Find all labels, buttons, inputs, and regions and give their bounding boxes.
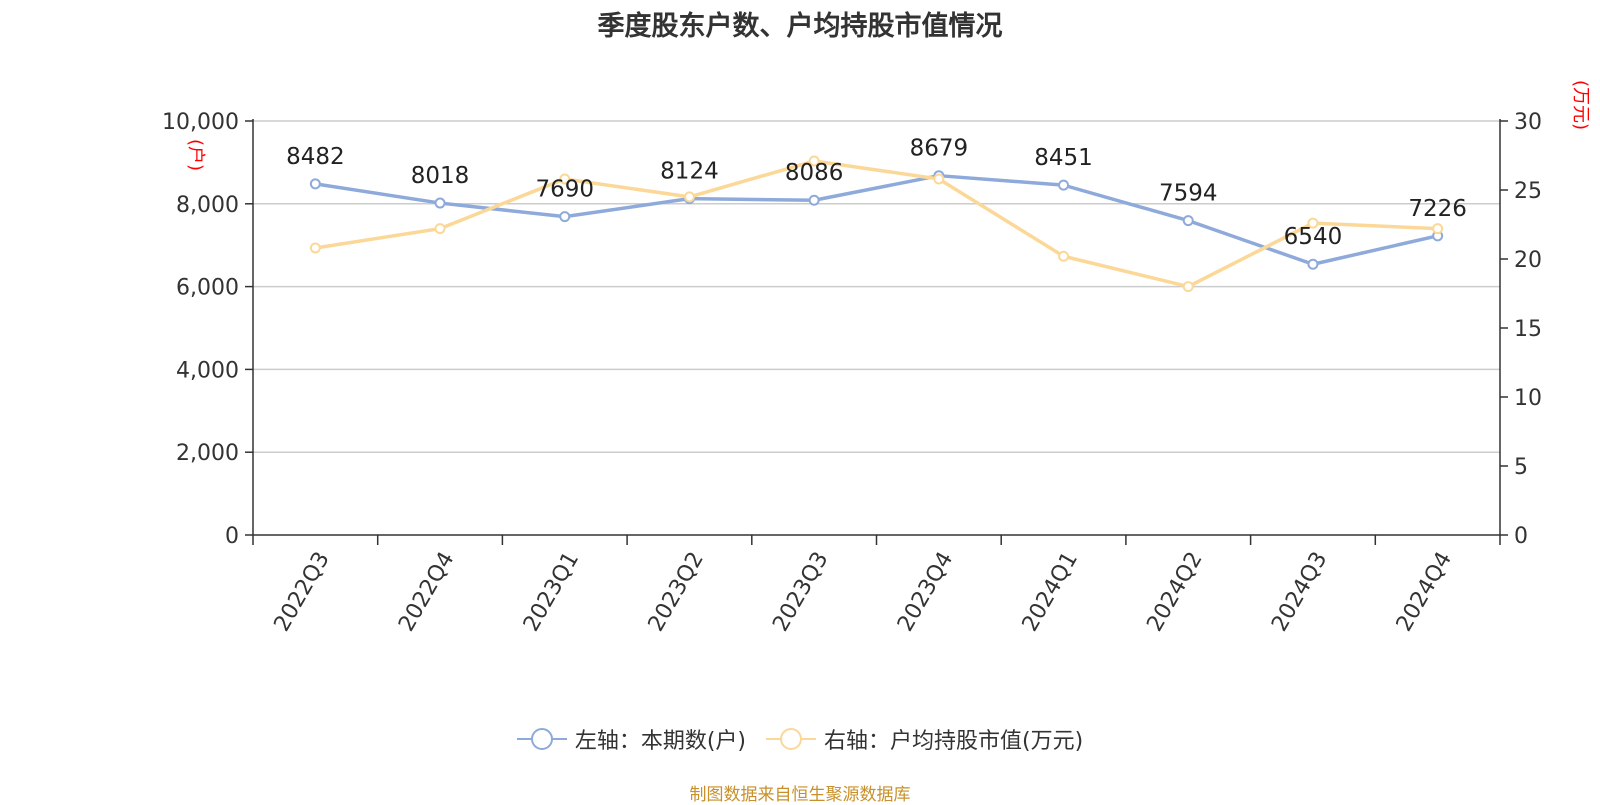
x-tick-label: 2024Q3 [1267, 548, 1332, 636]
chart-title: 季度股东户数、户均持股市值情况 [597, 11, 1003, 42]
data-label: 8679 [910, 136, 969, 162]
x-tick-label: 2023Q2 [644, 548, 709, 636]
legend-label-right-series: 右轴：户均持股市值(万元) [824, 729, 1084, 754]
legend-item-left-series[interactable]: 左轴：本期数(户) [516, 723, 746, 755]
x-tick-label: 2022Q3 [270, 548, 335, 636]
y-left-tick-label: 0 [225, 524, 239, 549]
x-tick-label: 2023Q4 [893, 548, 958, 636]
legend: 左轴：本期数(户) 右轴：户均持股市值(万元) [0, 722, 1600, 756]
series-line-right [315, 159, 1438, 289]
data-labels: 8482 8018 7690 8124 8086 8679 8451 7594 6540 7226 [286, 136, 1467, 251]
y-left-tick-label: 8,000 [176, 193, 239, 218]
data-label: 8451 [1034, 145, 1093, 171]
y-left-tick-label: 6,000 [176, 276, 239, 301]
data-label: 8482 [286, 144, 345, 170]
source-note: 制图数据来自恒生聚源数据库 [689, 785, 911, 805]
data-label: 7594 [1159, 181, 1218, 207]
data-label: 7226 [1408, 196, 1467, 222]
y-right-tick-label: 30 [1514, 110, 1542, 135]
data-point-right [933, 173, 945, 185]
series-line-left [315, 173, 1439, 266]
y-right-tick-label: 25 [1514, 179, 1542, 204]
y-right-tick-label: 5 [1514, 455, 1528, 480]
data-point-left [309, 178, 321, 190]
data-label: 8086 [785, 160, 844, 186]
data-point-left [1307, 258, 1319, 270]
y-left-tick-label: 10,000 [162, 110, 239, 135]
data-point-left [1058, 179, 1070, 191]
y-right-tick-label: 0 [1514, 524, 1528, 549]
data-point-left [559, 211, 571, 223]
x-tick-label: 2022Q4 [394, 548, 459, 636]
y-right-axis-label: (万元) [1570, 80, 1591, 130]
data-point-right [1432, 223, 1444, 235]
series-points [309, 155, 1444, 293]
x-tick-label: 2024Q2 [1142, 548, 1207, 636]
data-point-right [309, 242, 321, 254]
y-right-tick-label: 15 [1514, 317, 1542, 342]
data-point-left [808, 194, 820, 206]
axes [245, 119, 1508, 545]
x-tick-label: 2023Q1 [519, 548, 584, 636]
tick-labels: 0 2,000 4,000 6,000 8,000 10,000 0 5 10 15 20 25 30 2… [162, 110, 1542, 636]
data-point-right [1182, 281, 1194, 293]
data-point-right [683, 191, 695, 203]
x-tick-label: 2024Q1 [1018, 548, 1083, 636]
series-lines [315, 159, 1439, 289]
data-label: 7690 [535, 177, 594, 203]
data-point-left [1182, 215, 1194, 227]
y-left-axis-label: (户) [185, 139, 206, 171]
legend-item-right-series[interactable]: 右轴：户均持股市值(万元) [766, 723, 1083, 755]
x-tick-label: 2023Q3 [768, 548, 833, 636]
data-label: 8124 [660, 159, 719, 185]
data-label: 6540 [1284, 224, 1343, 250]
y-right-tick-label: 20 [1514, 248, 1542, 273]
data-point-right [808, 155, 820, 167]
data-point-right [1058, 250, 1070, 262]
data-point-right [559, 173, 571, 185]
y-right-tick-label: 10 [1514, 386, 1542, 411]
y-left-tick-label: 2,000 [176, 441, 239, 466]
data-point-right [1307, 217, 1319, 229]
legend-marker-yellow-icon [766, 728, 816, 750]
data-point-right [434, 223, 446, 235]
legend-label-left-series: 左轴：本期数(户) [574, 729, 746, 754]
legend-marker-blue-icon [516, 728, 567, 750]
data-point-left [434, 197, 446, 209]
data-label: 8018 [411, 163, 470, 189]
y-left-tick-label: 4,000 [176, 358, 239, 383]
x-tick-label: 2024Q4 [1392, 548, 1457, 636]
